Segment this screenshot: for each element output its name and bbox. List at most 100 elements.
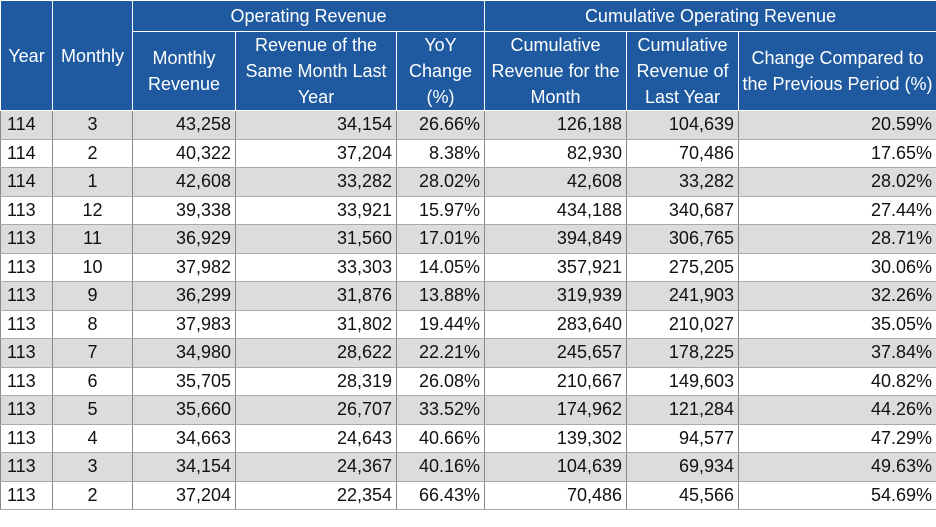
cell-year: 114 <box>0 139 53 168</box>
cell-monthly-revenue: 40,322 <box>132 139 236 168</box>
cell-year: 114 <box>0 110 53 140</box>
col-header-change-previous-period: Change Compared to the Previous Period (… <box>737 31 936 111</box>
cell-cumulative-revenue-last-year: 275,205 <box>626 253 739 282</box>
table-row: 113 12 39,338 33,921 15.97% 434,188 340,687 27.… <box>0 196 936 225</box>
cell-year: 113 <box>0 253 53 282</box>
table-row: 113 4 34,663 24,643 40.66% 139,302 94,577 47.29… <box>0 424 936 453</box>
cell-same-month-last-year: 37,204 <box>235 139 397 168</box>
cell-same-month-last-year: 34,154 <box>235 110 397 140</box>
cell-cumulative-revenue-last-year: 149,603 <box>626 367 739 396</box>
cell-year: 113 <box>0 310 53 339</box>
col-header-yoy-change: YoY Change (%) <box>396 31 485 111</box>
cell-year: 113 <box>0 338 53 368</box>
cell-cumulative-revenue-last-year: 94,577 <box>626 424 739 453</box>
cell-month: 6 <box>52 367 133 396</box>
cell-monthly-revenue: 36,299 <box>132 281 236 311</box>
table-row: 113 2 37,204 22,354 66.43% 70,486 45,566 54.69% <box>0 481 936 510</box>
cell-same-month-last-year: 31,560 <box>235 224 397 254</box>
cell-same-month-last-year: 24,643 <box>235 424 397 453</box>
cell-month: 2 <box>52 139 133 168</box>
cell-cumulative-revenue-last-year: 104,639 <box>626 110 739 140</box>
col-header-month: Monthly <box>52 0 133 111</box>
cell-cumulative-revenue-month: 82,930 <box>484 139 627 168</box>
cell-yoy-change: 19.44% <box>396 310 485 339</box>
cell-year: 113 <box>0 367 53 396</box>
cell-yoy-change: 66.43% <box>396 481 485 510</box>
col-header-year: Year <box>0 0 53 111</box>
cell-year: 113 <box>0 452 53 482</box>
cell-change-previous-period: 20.59% <box>737 110 936 140</box>
cell-cumulative-revenue-month: 126,188 <box>484 110 627 140</box>
cell-yoy-change: 13.88% <box>396 281 485 311</box>
cell-cumulative-revenue-month: 245,657 <box>484 338 627 368</box>
cell-month: 1 <box>52 167 133 197</box>
cell-monthly-revenue: 37,983 <box>132 310 236 339</box>
cell-change-previous-period: 27.44% <box>737 196 936 225</box>
cell-cumulative-revenue-last-year: 340,687 <box>626 196 739 225</box>
cell-same-month-last-year: 28,622 <box>235 338 397 368</box>
cell-month: 11 <box>52 224 133 254</box>
cell-yoy-change: 40.66% <box>396 424 485 453</box>
cell-month: 12 <box>52 196 133 225</box>
col-header-same-month-last-year: Revenue of the Same Month Last Year <box>235 31 397 111</box>
cell-monthly-revenue: 34,663 <box>132 424 236 453</box>
table-row: 114 3 43,258 34,154 26.66% 126,188 104,639 20.5… <box>0 110 936 140</box>
table-row: 113 11 36,929 31,560 17.01% 394,849 306,765 28.… <box>0 224 936 254</box>
cell-yoy-change: 33.52% <box>396 395 485 425</box>
col-header-monthly-revenue: Monthly Revenue <box>132 31 236 111</box>
cell-change-previous-period: 49.63% <box>737 452 936 482</box>
cell-cumulative-revenue-month: 394,849 <box>484 224 627 254</box>
table-row: 113 5 35,660 26,707 33.52% 174,962 121,284 44.2… <box>0 395 936 425</box>
cell-month: 9 <box>52 281 133 311</box>
cell-month: 2 <box>52 481 133 510</box>
header-group-row: Year Monthly Operating Revenue Cumulativ… <box>0 0 936 111</box>
cell-monthly-revenue: 43,258 <box>132 110 236 140</box>
group-header-cumulative-revenue: Cumulative Operating Revenue <box>483 0 936 32</box>
col-header-cumulative-revenue-last-year: Cumulative Revenue of Last Year <box>626 31 739 111</box>
table-row: 113 9 36,299 31,876 13.88% 319,939 241,903 32.2… <box>0 281 936 311</box>
cell-year: 113 <box>0 224 53 254</box>
cell-cumulative-revenue-last-year: 33,282 <box>626 167 739 197</box>
cell-month: 3 <box>52 110 133 140</box>
cell-monthly-revenue: 39,338 <box>132 196 236 225</box>
cell-change-previous-period: 40.82% <box>737 367 936 396</box>
cell-month: 10 <box>52 253 133 282</box>
cell-change-previous-period: 44.26% <box>737 395 936 425</box>
table-row: 113 3 34,154 24,367 40.16% 104,639 69,934 49.63… <box>0 452 936 482</box>
cell-cumulative-revenue-month: 42,608 <box>484 167 627 197</box>
cell-same-month-last-year: 31,876 <box>235 281 397 311</box>
cell-cumulative-revenue-last-year: 241,903 <box>626 281 739 311</box>
cell-yoy-change: 28.02% <box>396 167 485 197</box>
cell-yoy-change: 40.16% <box>396 452 485 482</box>
cell-change-previous-period: 17.65% <box>737 139 936 168</box>
cell-year: 113 <box>0 424 53 453</box>
cell-year: 114 <box>0 167 53 197</box>
cell-cumulative-revenue-last-year: 69,934 <box>626 452 739 482</box>
table-row: 113 6 35,705 28,319 26.08% 210,667 149,603 40.8… <box>0 367 936 396</box>
cell-monthly-revenue: 35,705 <box>132 367 236 396</box>
cell-year: 113 <box>0 395 53 425</box>
cell-cumulative-revenue-last-year: 178,225 <box>626 338 739 368</box>
cell-same-month-last-year: 26,707 <box>235 395 397 425</box>
table-row: 114 2 40,322 37,204 8.38% 82,930 70,486 17.65% <box>0 139 936 168</box>
cell-change-previous-period: 28.71% <box>737 224 936 254</box>
cell-change-previous-period: 47.29% <box>737 424 936 453</box>
cell-monthly-revenue: 37,982 <box>132 253 236 282</box>
cell-month: 8 <box>52 310 133 339</box>
cell-same-month-last-year: 31,802 <box>235 310 397 339</box>
cell-cumulative-revenue-month: 283,640 <box>484 310 627 339</box>
cell-monthly-revenue: 36,929 <box>132 224 236 254</box>
cell-yoy-change: 22.21% <box>396 338 485 368</box>
cell-yoy-change: 14.05% <box>396 253 485 282</box>
table-row: 114 1 42,608 33,282 28.02% 42,608 33,282 28.02% <box>0 167 936 197</box>
cell-yoy-change: 26.66% <box>396 110 485 140</box>
cell-cumulative-revenue-last-year: 210,027 <box>626 310 739 339</box>
col-header-cumulative-revenue-month: Cumulative Revenue for the Month <box>484 31 627 111</box>
cell-monthly-revenue: 35,660 <box>132 395 236 425</box>
table-body: 114 3 43,258 34,154 26.66% 126,188 104,639 20.5… <box>0 110 936 510</box>
cell-change-previous-period: 32.26% <box>737 281 936 311</box>
cell-monthly-revenue: 34,980 <box>132 338 236 368</box>
cell-cumulative-revenue-month: 104,639 <box>484 452 627 482</box>
cell-monthly-revenue: 42,608 <box>132 167 236 197</box>
cell-same-month-last-year: 24,367 <box>235 452 397 482</box>
